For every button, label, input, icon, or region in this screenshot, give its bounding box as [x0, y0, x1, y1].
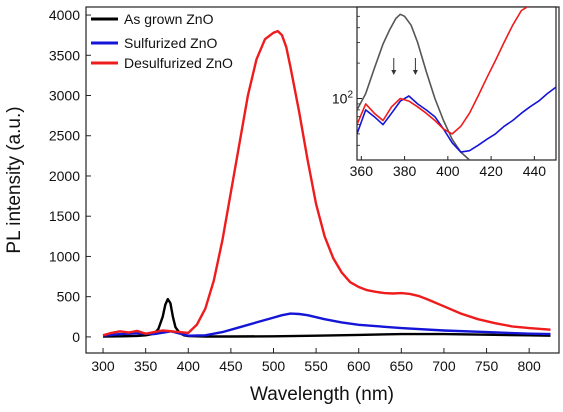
x-tick-label-800: 800: [517, 358, 541, 374]
y-tick-label-1000: 1000: [49, 248, 80, 264]
y-tick-label-500: 500: [57, 289, 81, 305]
series-line-sulfurized-zno: [102, 312, 551, 337]
main-plot-frame: [85, 6, 560, 354]
inset-x-tick-label-420: 420: [479, 163, 503, 179]
inset-x-tick-label-400: 400: [436, 163, 460, 179]
y-axis-label: PL intensity (a.u.): [4, 106, 25, 253]
legend-label-sulfurized: Sulfurized ZnO: [124, 35, 217, 51]
inset-series-line-desulfurized-zno: [357, 7, 529, 135]
main-plot: 300 350 400 450 500 550 600 650 700 750 800 0 500 10…: [49, 6, 560, 374]
inset-x-tick-label-360: 360: [350, 163, 374, 179]
x-tick-label-750: 750: [475, 358, 499, 374]
y-tick-label-2500: 2500: [49, 128, 80, 144]
y-tick-label-0: 0: [72, 329, 80, 345]
inset-arrows: [391, 58, 418, 75]
inset-series-line-sulfurized-zno: [357, 86, 556, 153]
x-axis-label: Wavelength (nm): [250, 384, 394, 405]
x-tick-label-300: 300: [91, 358, 115, 374]
main-y-ticks: 0 500 1000 1500 2000 2500 3000 3500 4000: [49, 7, 91, 345]
inset-arrowhead-375: [391, 70, 397, 75]
main-x-ticks: 300 350 400 450 500 550 600 650 700 750 800: [91, 348, 541, 374]
y-tick-label-2000: 2000: [49, 168, 80, 184]
y-tick-label-3000: 3000: [49, 88, 80, 104]
legend-label-as-grown: As grown ZnO: [124, 11, 214, 27]
inset-series: [357, 7, 556, 160]
y-tick-label-4000: 4000: [49, 7, 80, 23]
legend: As grown ZnO Sulfurized ZnO Desulfurized…: [91, 11, 233, 71]
series-line-desulfurized-zno: [102, 29, 551, 337]
legend-label-desulfurized: Desulfurized ZnO: [124, 55, 233, 71]
x-tick-label-600: 600: [347, 358, 371, 374]
x-tick-label-550: 550: [304, 358, 328, 374]
inset-plot: 360 380 400 420 440 102: [332, 6, 557, 179]
x-tick-label-650: 650: [390, 358, 414, 374]
main-series: [102, 29, 551, 338]
x-tick-label-500: 500: [262, 358, 286, 374]
inset-plot-frame: [356, 6, 557, 161]
x-tick-label-700: 700: [432, 358, 456, 374]
y-tick-label-3500: 3500: [49, 47, 80, 63]
inset-x-ticks: 360 380 400 420 440: [350, 156, 547, 179]
y-tick-label-1500: 1500: [49, 208, 80, 224]
inset-series-line-as-grown-zno: [357, 13, 471, 160]
inset-y-ticks: 102: [332, 15, 362, 146]
inset-x-tick-label-380: 380: [393, 163, 417, 179]
x-tick-label-400: 400: [177, 358, 201, 374]
x-tick-label-350: 350: [134, 358, 158, 374]
inset-arrowhead-385: [412, 70, 418, 75]
x-tick-label-450: 450: [219, 358, 243, 374]
inset-x-tick-label-440: 440: [523, 163, 547, 179]
inset-y-tick-label-100: 102: [332, 90, 354, 107]
